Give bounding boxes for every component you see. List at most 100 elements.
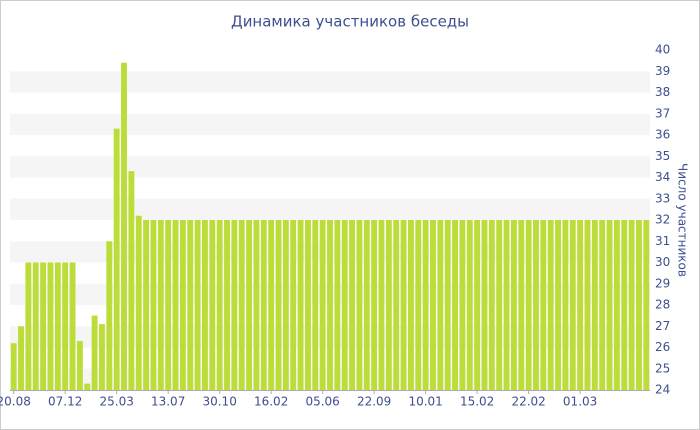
x-tick-label: 25.03 [99, 395, 133, 409]
bar [555, 220, 561, 390]
y-tick-label: 35 [655, 149, 670, 163]
bar [540, 220, 547, 390]
bar [47, 262, 54, 390]
bar [422, 220, 429, 390]
y-tick-label: 29 [655, 276, 670, 290]
bar [334, 220, 341, 390]
bar [341, 220, 348, 390]
bar [496, 220, 503, 390]
bar [179, 220, 186, 390]
bar [165, 220, 172, 390]
bar [599, 220, 606, 390]
y-tick-label: 34 [655, 170, 670, 184]
y-tick-label: 39 [655, 64, 670, 78]
y-tick-label: 25 [655, 361, 670, 375]
grid-stripe [10, 71, 650, 93]
bar [290, 220, 297, 390]
bar [275, 220, 282, 390]
bar [268, 220, 275, 390]
x-tick-label: 30.10 [202, 395, 236, 409]
bar [628, 220, 635, 390]
bar [474, 220, 481, 390]
bar [113, 128, 120, 390]
bar [356, 220, 363, 390]
bar [25, 262, 32, 390]
bar [503, 220, 510, 390]
x-tick-label: 10.01 [408, 395, 442, 409]
grid-stripe [10, 113, 650, 135]
bar [459, 220, 466, 390]
bar [584, 220, 591, 390]
bar [54, 262, 61, 390]
bar [106, 241, 113, 390]
bar [150, 220, 157, 390]
bar [260, 220, 267, 390]
bar [157, 220, 164, 390]
bar [99, 324, 105, 390]
y-tick-label: 24 [655, 383, 670, 397]
bar [282, 220, 289, 390]
bar [378, 220, 385, 390]
bar [187, 220, 194, 390]
x-tick-label: 01.03 [563, 395, 597, 409]
bar [430, 220, 436, 390]
y-tick-label: 26 [655, 340, 670, 354]
bar [135, 215, 142, 390]
bar [613, 220, 620, 390]
bar [562, 220, 569, 390]
bar [400, 220, 407, 390]
bar [172, 220, 179, 390]
y-axis-label: Число участников [676, 163, 690, 277]
bar [533, 220, 539, 390]
bar [444, 220, 451, 390]
bar [452, 220, 458, 390]
bar [143, 220, 150, 390]
bar [606, 220, 613, 390]
bar [621, 220, 628, 390]
bar [363, 220, 370, 390]
bar [18, 326, 24, 390]
y-tick-label: 40 [655, 43, 670, 57]
bar [84, 383, 91, 390]
bar [62, 262, 69, 390]
bar [231, 220, 238, 390]
bar [349, 220, 356, 390]
bar [481, 220, 488, 390]
bar [466, 220, 473, 390]
bar [32, 262, 39, 390]
bar [415, 220, 422, 390]
bar [40, 262, 47, 390]
bar [216, 220, 223, 390]
bar [297, 220, 304, 390]
y-tick-label: 31 [655, 234, 670, 248]
bar [407, 220, 414, 390]
y-tick-label: 30 [655, 255, 670, 269]
bar [437, 220, 444, 390]
bar [636, 220, 642, 390]
bar [10, 343, 17, 390]
bar [121, 62, 127, 390]
y-tick-label: 27 [655, 319, 670, 333]
bar [69, 262, 76, 390]
bar [224, 220, 230, 390]
x-tick-label: 20.08 [0, 395, 31, 409]
bar [577, 220, 584, 390]
bar [202, 220, 208, 390]
y-tick-label: 37 [655, 106, 670, 120]
grid-stripe [10, 198, 650, 220]
bar [393, 220, 400, 390]
bar [371, 220, 378, 390]
bar [488, 220, 495, 390]
bar [525, 220, 532, 390]
bar [209, 220, 216, 390]
bar [591, 220, 598, 390]
bar [91, 315, 98, 390]
chart-title: Динамика участников беседы [231, 13, 469, 31]
bar [518, 220, 525, 390]
bar [312, 220, 319, 390]
bar [327, 220, 333, 390]
bar [238, 220, 245, 390]
bar [547, 220, 554, 390]
x-tick-label: 16.02 [254, 395, 288, 409]
grid-stripe [10, 156, 650, 178]
